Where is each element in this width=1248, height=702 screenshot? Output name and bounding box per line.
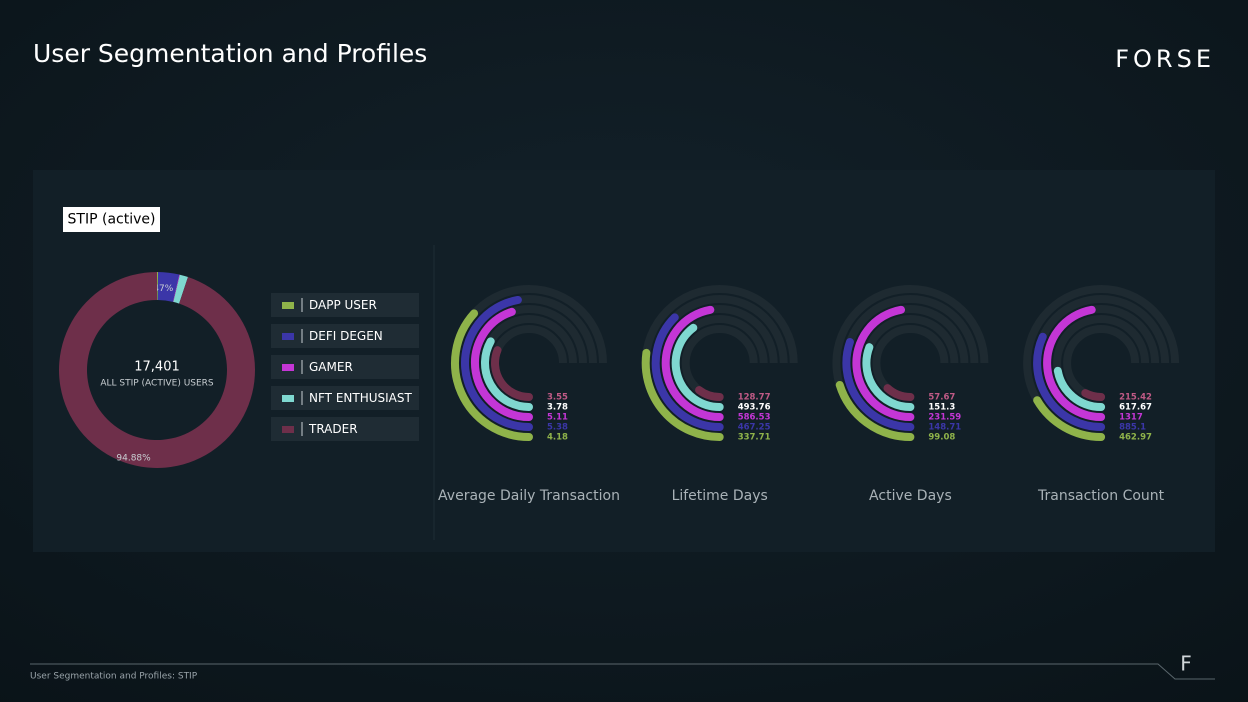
radial-value-label: 462.97 (1119, 433, 1152, 443)
radial-bar (491, 346, 533, 401)
radial-bar (661, 305, 724, 421)
legend-label: NFT ENTHUSIAST (309, 391, 412, 405)
radial-bar (1081, 389, 1106, 401)
legend-swatch (282, 333, 294, 340)
legend-swatch (282, 395, 294, 402)
radial-value-label: 151.3 (928, 403, 955, 413)
radial-bar (451, 309, 533, 441)
radial-value-label: 231.59 (928, 413, 961, 423)
radial-value-label: 3.78 (547, 403, 568, 413)
radial-chart-title: Transaction Count (1037, 488, 1165, 504)
radial-bar (641, 348, 724, 441)
radial-value-label: 467.25 (738, 423, 771, 433)
radial-value-label: 617.67 (1119, 403, 1152, 413)
radial-value-label: 586.53 (738, 413, 771, 423)
radial-bar (461, 295, 533, 431)
donut-value-label: 94.88% (116, 453, 151, 463)
legend-item (271, 324, 419, 348)
radial-bar (1053, 366, 1106, 411)
radial-track (1063, 325, 1140, 401)
radial-value-label: 128.77 (738, 393, 771, 403)
donut-value-label: 3.47% (145, 284, 174, 294)
panel-label: STIP (active) (68, 212, 156, 228)
logo: FORSE (1115, 45, 1215, 73)
legend-label: TRADER (308, 422, 358, 436)
legend-swatch (282, 426, 294, 433)
radial-value-label: 4.18 (547, 433, 568, 443)
radial-value-label: 148.71 (928, 423, 961, 433)
donut-segment (157, 272, 159, 301)
legend-label: GAMER (309, 360, 353, 374)
panel-label-box (63, 207, 160, 232)
legend-item (271, 355, 419, 379)
donut-segment (173, 274, 188, 304)
legend-item (271, 386, 419, 410)
legend-swatch (282, 302, 294, 309)
donut-center-value: 17,401 (134, 360, 180, 375)
radial-chart-title: Active Days (869, 488, 952, 504)
radial-bar (651, 313, 724, 431)
donut-center-label: ALL STIP (ACTIVE) USERS (100, 379, 214, 389)
radial-bar (835, 380, 915, 441)
slide-title: User Segmentation and Profiles (33, 39, 427, 68)
footer-line (30, 663, 1215, 680)
donut-segment (157, 272, 180, 302)
footer-text: User Segmentation and Profiles: STIP (30, 672, 198, 682)
radial-value-label: 493.76 (738, 403, 771, 413)
radial-value-label: 5.38 (547, 423, 568, 433)
radial-bar (883, 384, 915, 401)
radial-bar (695, 386, 724, 401)
radial-value-label: 1317 (1119, 413, 1143, 423)
radial-bar (1043, 305, 1106, 421)
radial-bar (671, 323, 724, 411)
legend-item (271, 417, 419, 441)
radial-value-label: 5.11 (547, 413, 568, 423)
radial-bar (1033, 332, 1106, 431)
donut-segment (172, 274, 180, 302)
radial-value-label: 215.42 (1119, 393, 1152, 403)
footer-logo: F (1180, 652, 1192, 676)
radial-bar (481, 337, 533, 411)
radial-bar (842, 337, 915, 431)
legend-label: DAPP USER (309, 298, 377, 312)
radial-value-label: 337.71 (738, 433, 771, 443)
radial-value-label: 99.08 (928, 433, 955, 443)
radial-chart-title: Average Daily Transaction (438, 488, 620, 504)
radial-bar (862, 343, 915, 411)
radial-bar (471, 307, 533, 421)
legend-label: DEFI DEGEN (309, 329, 383, 343)
radial-bar (1033, 396, 1106, 441)
legend-swatch (282, 364, 294, 371)
radial-value-label: 3.55 (547, 393, 568, 403)
radial-value-label: 57.67 (928, 393, 955, 403)
radial-chart-title: Lifetime Days (672, 488, 768, 504)
radial-value-label: 885.1 (1119, 423, 1146, 433)
radial-bar (852, 305, 915, 421)
legend-item (271, 293, 419, 317)
